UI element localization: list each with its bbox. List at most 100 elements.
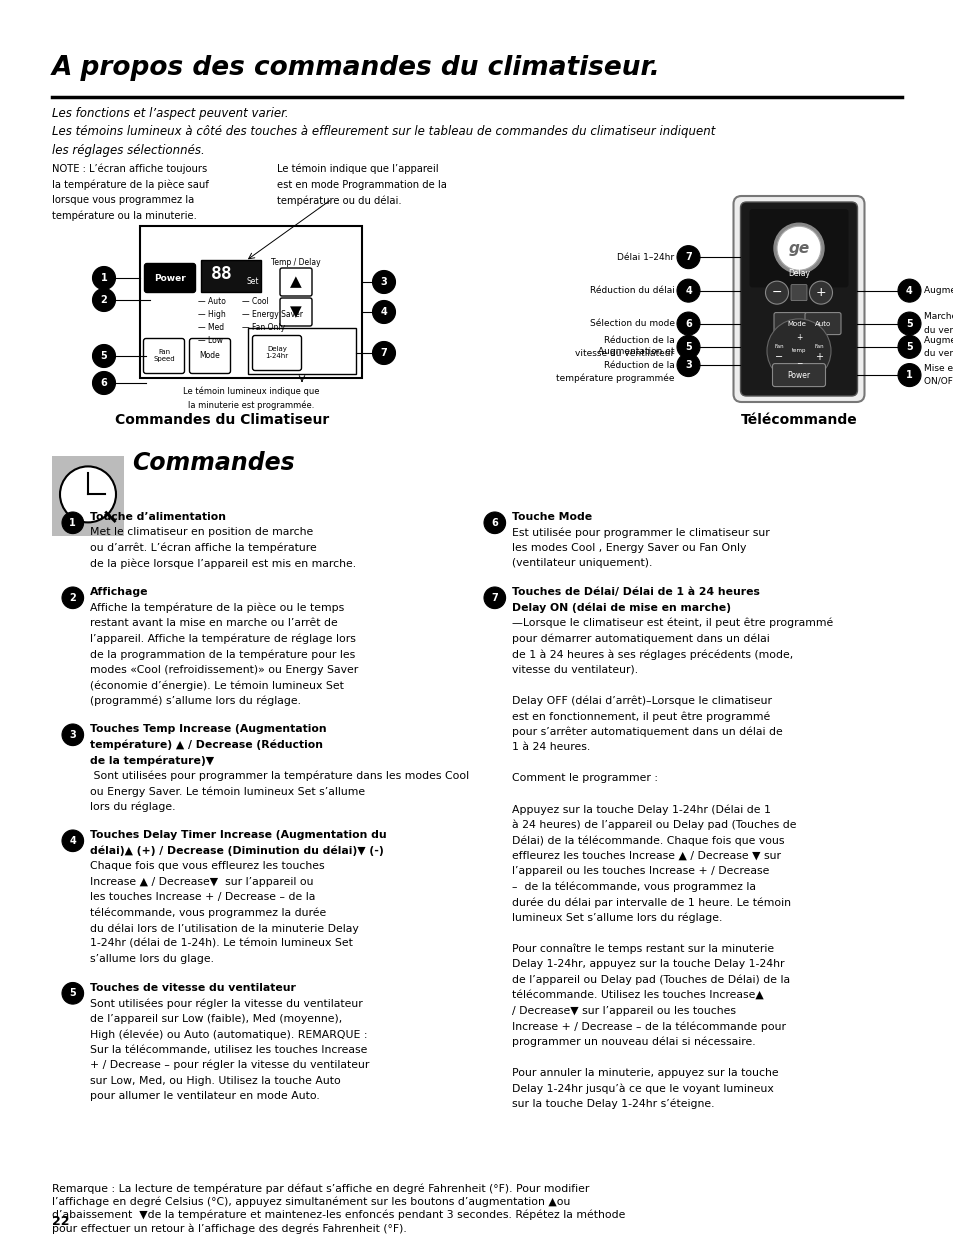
FancyBboxPatch shape (804, 312, 841, 335)
Text: Réduction du délai: Réduction du délai (589, 287, 674, 295)
Text: 5: 5 (100, 351, 108, 361)
Text: Sélection du mode: Sélection du mode (589, 319, 674, 329)
Circle shape (677, 279, 700, 303)
Text: les touches Increase + / Decrease – de la: les touches Increase + / Decrease – de l… (90, 892, 314, 902)
Text: lors du réglage.: lors du réglage. (90, 802, 175, 811)
Circle shape (483, 513, 505, 534)
Circle shape (677, 353, 700, 377)
Text: de la programmation de la température pour les: de la programmation de la température po… (90, 650, 355, 659)
Text: effleurez les touches Increase ▲ / Decrease ▼ sur: effleurez les touches Increase ▲ / Decre… (511, 851, 780, 861)
Circle shape (62, 983, 84, 1004)
Text: Est utilisée pour programmer le climatiseur sur: Est utilisée pour programmer le climatis… (511, 527, 768, 538)
Text: Touche d’alimentation: Touche d’alimentation (90, 513, 225, 522)
Text: Le témoin lumineux indique que: Le témoin lumineux indique que (183, 387, 319, 395)
Text: lumineux Set s’allume lors du réglage.: lumineux Set s’allume lors du réglage. (511, 913, 721, 923)
Text: de l’appareil sur Low (faible), Med (moyenne),: de l’appareil sur Low (faible), Med (moy… (90, 1014, 341, 1024)
Text: +: + (795, 333, 801, 342)
Text: Commandes: Commandes (132, 451, 294, 475)
Text: l’appareil. Affiche la température de réglage lors: l’appareil. Affiche la température de ré… (90, 634, 355, 643)
Text: Augmentation et: Augmentation et (598, 347, 674, 356)
Text: 5: 5 (905, 319, 912, 329)
Text: la température de la pièce sauf: la température de la pièce sauf (52, 179, 209, 190)
Text: — Auto: — Auto (198, 296, 226, 306)
Text: Fan
Speed: Fan Speed (153, 350, 174, 363)
Text: — Low: — Low (198, 336, 223, 345)
Text: 6: 6 (491, 517, 497, 527)
Text: Delay: Delay (787, 269, 809, 278)
Text: 4: 4 (905, 285, 912, 295)
Text: Comment le programmer :: Comment le programmer : (511, 773, 657, 783)
Text: Commandes du Climatiseur: Commandes du Climatiseur (114, 412, 329, 427)
Text: sur la touche Delay 1-24hr s’éteigne.: sur la touche Delay 1-24hr s’éteigne. (511, 1098, 714, 1109)
Text: les réglages sélectionnés.: les réglages sélectionnés. (52, 144, 205, 157)
Text: Mise en marche de l'appareil: Mise en marche de l'appareil (923, 364, 953, 373)
Text: −: − (771, 287, 781, 299)
FancyBboxPatch shape (772, 363, 824, 387)
Text: est en mode Programmation de la: est en mode Programmation de la (276, 179, 446, 189)
Text: High (élevée) ou Auto (automatique). REMARQUE :: High (élevée) ou Auto (automatique). REM… (90, 1029, 367, 1040)
Text: Sont utilisées pour régler la vitesse du ventilateur: Sont utilisées pour régler la vitesse du… (90, 998, 362, 1009)
Text: Télécommande: Télécommande (740, 412, 857, 427)
Text: Auto: Auto (814, 321, 830, 326)
Text: de l’appareil ou Delay pad (Touches de Délai) de la: de l’appareil ou Delay pad (Touches de D… (511, 974, 789, 986)
Circle shape (677, 312, 700, 335)
Text: Le témoin indique que l’appareil: Le témoin indique que l’appareil (276, 164, 438, 174)
Circle shape (897, 336, 920, 358)
FancyBboxPatch shape (143, 338, 184, 373)
Text: Augmentation du délai: Augmentation du délai (923, 285, 953, 295)
FancyBboxPatch shape (773, 312, 820, 335)
Text: la minuterie est programmée.: la minuterie est programmée. (188, 400, 314, 410)
Text: 5: 5 (684, 342, 691, 352)
Text: 7: 7 (491, 593, 497, 603)
Text: Fan: Fan (813, 345, 823, 350)
Circle shape (92, 289, 115, 311)
Text: Temp / Delay: Temp / Delay (271, 258, 320, 267)
Text: Réduction de la: Réduction de la (603, 336, 674, 345)
Text: ▲: ▲ (290, 274, 301, 289)
Text: programmer un nouveau délai si nécessaire.: programmer un nouveau délai si nécessair… (511, 1036, 755, 1047)
Text: Chaque fois que vous effleurez les touches: Chaque fois que vous effleurez les touch… (90, 861, 324, 871)
Text: 4: 4 (380, 308, 387, 317)
Text: délai)▲ (+) / Decrease (Diminution du délai)▼ (-): délai)▲ (+) / Decrease (Diminution du dé… (90, 846, 383, 856)
Bar (248, 329, 355, 374)
Text: Touches de Délai/ Délai de 1 à 24 heures: Touches de Délai/ Délai de 1 à 24 heures (511, 587, 759, 597)
Text: 7: 7 (380, 348, 387, 358)
Text: (économie d’énergie). Le témoin lumineux Set: (économie d’énergie). Le témoin lumineux… (90, 680, 343, 690)
Text: Delay OFF (délai d’arrêt)–Lorsque le climatiseur: Delay OFF (délai d’arrêt)–Lorsque le cli… (511, 695, 771, 706)
Text: temp: temp (791, 348, 805, 353)
Text: Appuyez sur la touche Delay 1-24hr (Délai de 1: Appuyez sur la touche Delay 1-24hr (Déla… (511, 804, 770, 815)
Circle shape (372, 342, 395, 364)
Text: vitesse du ventilateur: vitesse du ventilateur (575, 350, 674, 358)
Text: Réduction de la: Réduction de la (603, 361, 674, 369)
Text: Delay 1-24hr jusqu’à ce que le voyant lumineux: Delay 1-24hr jusqu’à ce que le voyant lu… (511, 1083, 773, 1093)
Text: 4: 4 (684, 285, 691, 295)
Circle shape (62, 724, 84, 746)
Circle shape (809, 282, 832, 304)
Text: télécommande. Utilisez les touches Increase▲: télécommande. Utilisez les touches Incre… (511, 990, 762, 1000)
Text: température) ▲ / Decrease (Réduction: température) ▲ / Decrease (Réduction (90, 740, 322, 750)
Text: Increase + / Decrease – de la télécommande pour: Increase + / Decrease – de la télécomman… (511, 1021, 784, 1031)
FancyBboxPatch shape (201, 261, 261, 291)
Bar (52, 456, 124, 536)
Circle shape (62, 830, 84, 852)
Text: 2: 2 (70, 593, 76, 603)
Text: Les fonctions et l’aspect peuvent varier.: Les fonctions et l’aspect peuvent varier… (52, 107, 289, 120)
Text: Remarque : La lecture de température par défaut s’affiche en degré Fahrenheit (°: Remarque : La lecture de température par… (52, 1183, 625, 1234)
Text: Augmentation de la vitesse: Augmentation de la vitesse (923, 336, 953, 345)
Circle shape (677, 336, 700, 358)
Text: du ventilateur: du ventilateur (923, 326, 953, 335)
Text: restant avant la mise en marche ou l’arrêt de: restant avant la mise en marche ou l’arr… (90, 618, 337, 629)
FancyBboxPatch shape (749, 209, 847, 288)
Text: Power: Power (154, 273, 186, 283)
Text: — Med: — Med (198, 324, 224, 332)
Text: Pour connaître le temps restant sur la minuterie: Pour connaître le temps restant sur la m… (511, 944, 773, 953)
Circle shape (60, 467, 116, 522)
Text: Délai) de la télécommande. Chaque fois que vous: Délai) de la télécommande. Chaque fois q… (511, 835, 783, 846)
Text: Marche automatique: Marche automatique (923, 312, 953, 321)
Text: à 24 heures) de l’appareil ou Delay pad (Touches de: à 24 heures) de l’appareil ou Delay pad … (511, 820, 795, 830)
Text: Touches de vitesse du ventilateur: Touches de vitesse du ventilateur (90, 983, 295, 993)
Text: pour démarrer automatiquement dans un délai: pour démarrer automatiquement dans un dé… (511, 634, 768, 643)
Text: modes «Cool (refroidissement)» ou Energy Saver: modes «Cool (refroidissement)» ou Energy… (90, 664, 357, 674)
Text: 22: 22 (52, 1215, 70, 1228)
Text: Mode: Mode (787, 321, 805, 326)
